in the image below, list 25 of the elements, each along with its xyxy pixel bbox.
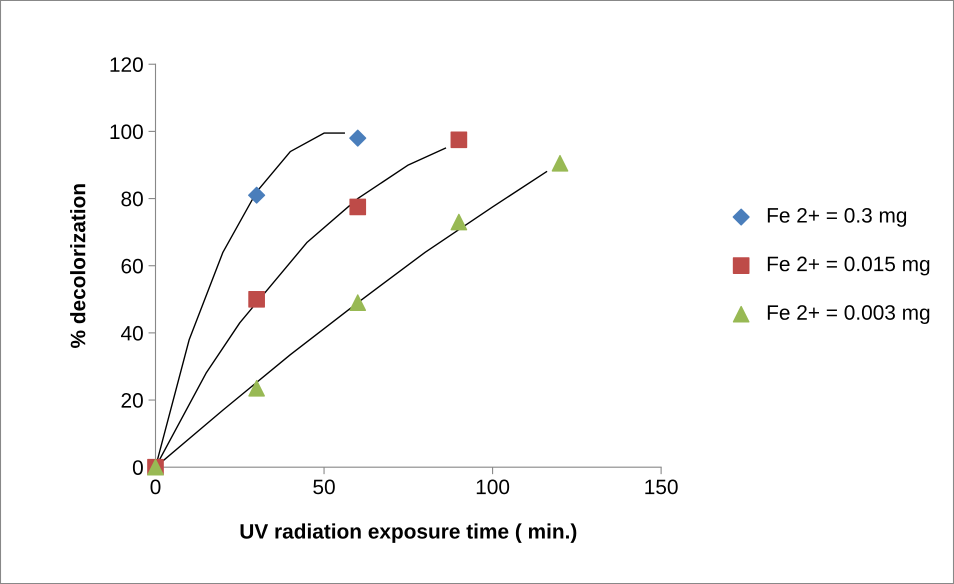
point <box>248 380 265 397</box>
x-axis-title: UV radiation exposure time ( min.) <box>240 523 576 543</box>
x-tick-label: 100 <box>476 480 510 494</box>
x-tick-label: 150 <box>645 480 678 494</box>
point <box>349 198 366 216</box>
x-tick-label: 50 <box>313 480 335 494</box>
legend-label: Fe 2+ = 0.003 mg <box>768 305 930 324</box>
y-tick-label: 60 <box>122 258 143 274</box>
point <box>248 186 266 204</box>
point <box>349 294 366 311</box>
x-tick-label: 0 <box>150 480 160 494</box>
point <box>450 131 468 148</box>
point <box>552 154 568 172</box>
y-tick-label: 100 <box>110 124 143 140</box>
y-tick-label: 20 <box>122 393 143 408</box>
y-axis-title: % decolorization <box>70 184 86 348</box>
point <box>248 290 265 308</box>
y-tick-label: 40 <box>121 326 143 341</box>
y-tick-label: 120 <box>110 57 143 72</box>
y-tick-label: 0 <box>132 460 143 475</box>
legend-label: Fe 2+ = 0.3 mg <box>768 208 906 227</box>
legend-label: Fe 2+ = 0.015 mg <box>768 256 930 276</box>
point <box>450 214 468 230</box>
point <box>349 130 366 147</box>
y-tick-label: 80 <box>121 192 143 206</box>
